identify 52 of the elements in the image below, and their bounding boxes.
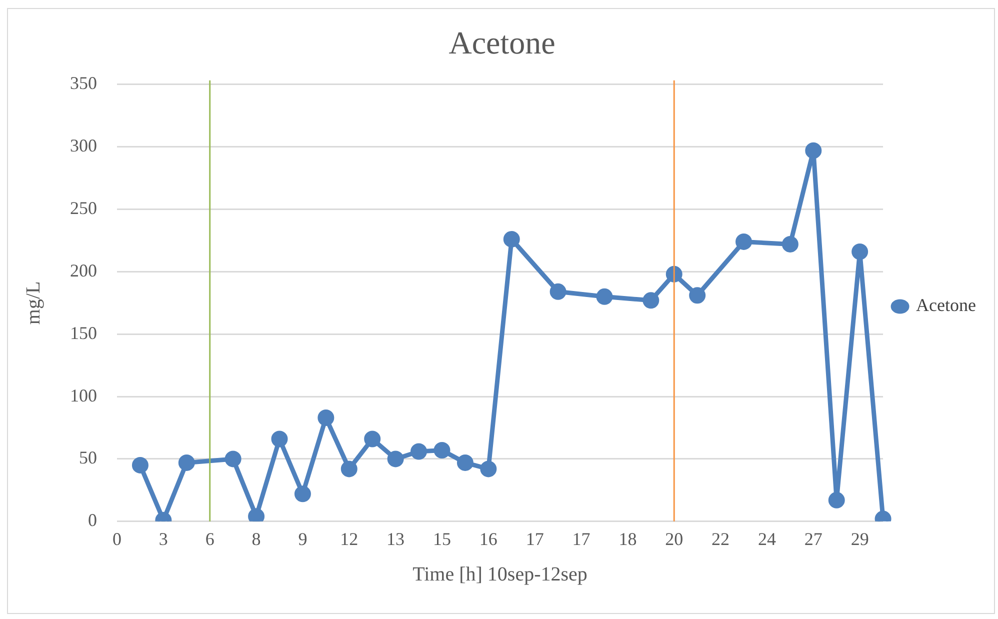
x-tick-label: 29	[850, 528, 869, 549]
point	[596, 288, 613, 305]
point	[503, 230, 520, 248]
y-axis-title: mg/L	[22, 281, 44, 325]
x-tick-label: 20	[665, 528, 684, 549]
x-tick-label: 8	[252, 528, 261, 549]
point	[294, 486, 311, 502]
point	[828, 492, 845, 508]
x-tick-label: 24	[758, 528, 776, 549]
point	[480, 460, 497, 478]
x-axis-title: Time [h] 10sep-12sep	[412, 563, 588, 586]
y-tick-label: 300	[70, 136, 97, 156]
x-tick-label: 13	[386, 528, 405, 549]
y-tick-label: 350	[70, 73, 97, 94]
point	[132, 456, 148, 474]
x-tick-label: 15	[432, 528, 451, 549]
y-tick-label: 50	[79, 448, 97, 468]
y-tick-label: 0	[88, 510, 97, 530]
point	[410, 443, 428, 460]
y-tick-label: 200	[70, 260, 97, 280]
x-tick-label: 18	[618, 528, 637, 549]
y-tick-label: 100	[70, 385, 97, 406]
x-tick-label: 22	[712, 528, 730, 549]
point	[434, 442, 450, 458]
point	[852, 243, 868, 260]
point	[550, 283, 566, 300]
point	[736, 233, 752, 250]
point	[364, 430, 381, 448]
point	[805, 142, 822, 159]
y-tick-label: 150	[70, 322, 97, 343]
point	[224, 450, 242, 468]
x-tick-label: 17	[526, 528, 544, 549]
point	[318, 410, 334, 426]
point	[271, 430, 288, 448]
point	[340, 460, 358, 478]
x-tick-label: 9	[298, 528, 308, 549]
legend-label: Acetone	[916, 295, 976, 316]
x-tick-label: 0	[112, 528, 122, 549]
point	[689, 287, 706, 304]
chart-title: Acetone	[448, 24, 556, 61]
point	[642, 292, 660, 309]
x-tick-label: 17	[572, 528, 590, 549]
x-tick-label: 16	[479, 528, 498, 549]
point	[387, 450, 404, 468]
y-tick-label: 250	[70, 198, 97, 218]
x-tick-label: 3	[158, 528, 168, 549]
point	[782, 236, 798, 252]
point	[178, 454, 195, 471]
x-tick-label: 6	[205, 528, 214, 549]
point	[456, 454, 474, 471]
x-tick-label: 27	[804, 528, 822, 549]
x-tick-label: 12	[340, 528, 358, 549]
